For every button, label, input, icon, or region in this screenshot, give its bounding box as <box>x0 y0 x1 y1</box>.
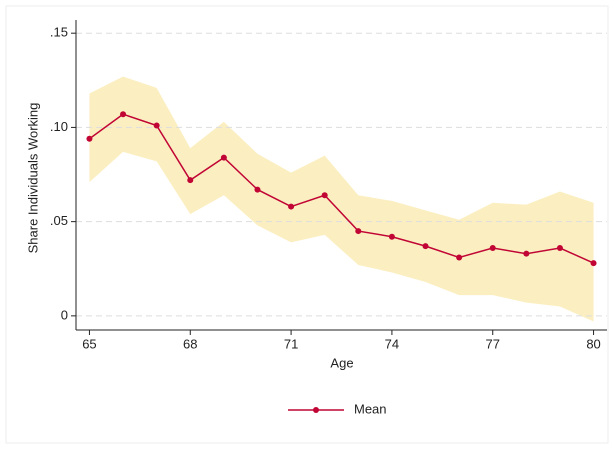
legend-label: Mean <box>354 401 387 416</box>
point <box>489 245 496 252</box>
point <box>220 154 227 161</box>
y-axis-label: Share Individuals Working <box>25 103 40 254</box>
x-tick-label: 65 <box>82 336 96 351</box>
point <box>187 177 194 184</box>
x-tick-label: 68 <box>183 336 197 351</box>
point <box>590 260 597 267</box>
confidence-band <box>89 76 594 322</box>
x-tick-label: 74 <box>385 336 399 351</box>
point <box>422 243 429 250</box>
x-tick-label: 80 <box>586 336 600 351</box>
y-tick-label: .05 <box>50 213 68 228</box>
point <box>556 245 563 252</box>
y-tick-label: 0 <box>61 307 68 322</box>
x-axis-label: Age <box>330 355 353 370</box>
point <box>86 135 93 142</box>
point <box>523 250 530 257</box>
point <box>120 111 127 118</box>
x-tick-label: 77 <box>485 336 499 351</box>
legend-marker <box>313 407 319 413</box>
point <box>321 192 328 199</box>
point <box>254 186 261 193</box>
x-tick-label: 71 <box>284 336 298 351</box>
point <box>388 233 395 240</box>
point <box>456 254 463 261</box>
point <box>153 122 160 129</box>
point <box>288 203 295 210</box>
y-tick-label: .10 <box>50 119 68 134</box>
point <box>355 228 362 235</box>
line <box>89 113 594 264</box>
y-tick-label: .15 <box>50 25 68 40</box>
